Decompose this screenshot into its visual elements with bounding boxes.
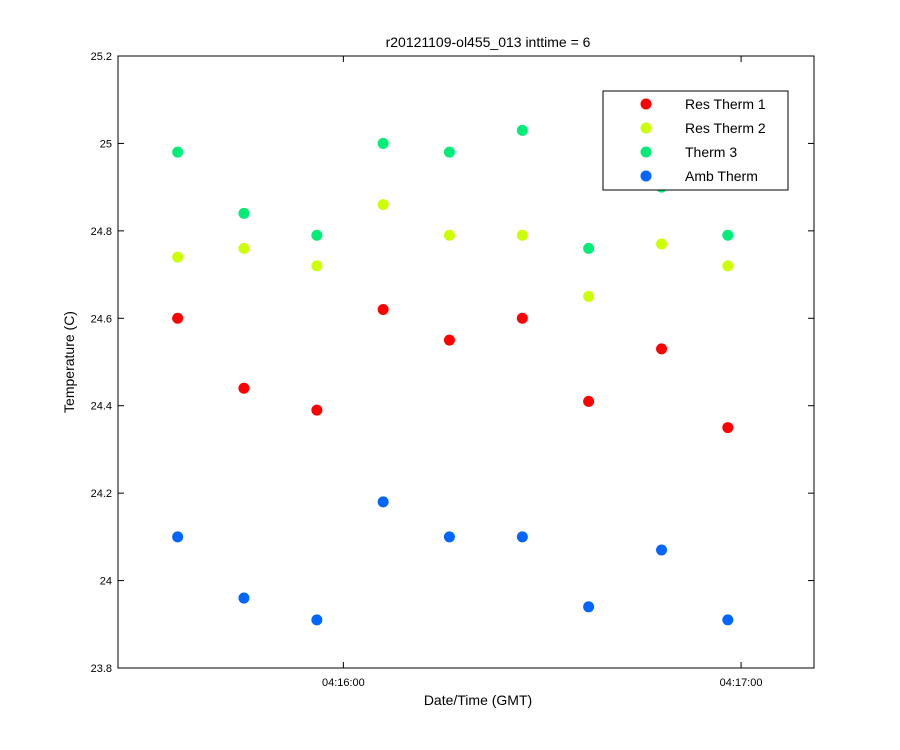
res-therm-1-point xyxy=(656,343,668,355)
axes: 23.8 24 24.2 24.4 24.6 24.8 25 25.2 04:16:00 04:1… xyxy=(91,51,814,689)
res-therm-2-point xyxy=(722,260,734,272)
res-therm-2-point xyxy=(377,199,389,211)
y-tick-label: 24.6 xyxy=(91,313,112,325)
legend-marker-res-therm-2 xyxy=(640,122,652,134)
y-tick-label: 24 xyxy=(100,576,112,588)
amb-therm-point xyxy=(311,614,323,626)
therm-3-point xyxy=(583,242,595,254)
res-therm-1-point xyxy=(443,334,455,346)
legend-marker-therm-3 xyxy=(640,146,652,158)
therm-3-point xyxy=(311,229,323,241)
y-tick-label: 23.8 xyxy=(91,663,112,675)
x-tick-label: 04:16:00 xyxy=(322,677,365,689)
res-therm-2-point xyxy=(583,290,595,302)
chart-title: r20121109-ol455_013 inttime = 6 xyxy=(386,34,591,50)
amb-therm-point xyxy=(238,592,250,604)
amb-therm-point xyxy=(172,531,184,543)
amb-therm-point xyxy=(583,601,595,613)
legend-label-res-therm-1: Res Therm 1 xyxy=(685,96,766,112)
y-tick-label: 25 xyxy=(100,138,112,150)
res-therm-1-point xyxy=(722,422,734,434)
res-therm-1-point xyxy=(172,312,184,324)
amb-therm-point xyxy=(656,544,668,556)
therm-3-point xyxy=(443,146,455,158)
therm-3-point xyxy=(722,229,734,241)
res-therm-1-point xyxy=(238,382,250,394)
res-therm-1-point xyxy=(516,312,528,324)
amb-therm-point xyxy=(377,496,389,508)
res-therm-1-point xyxy=(583,395,595,407)
legend-box xyxy=(602,90,789,191)
res-therm-1-point xyxy=(311,404,323,416)
res-therm-2-point xyxy=(656,238,668,250)
legend-label-res-therm-2: Res Therm 2 xyxy=(685,120,766,136)
legend-label-therm-3: Therm 3 xyxy=(685,144,737,160)
y-tick-label: 24.8 xyxy=(91,226,112,238)
res-therm-1-point xyxy=(377,304,389,316)
amb-therm-point xyxy=(516,531,528,543)
amb-therm-point xyxy=(722,614,734,626)
legend-label-amb-therm: Amb Therm xyxy=(685,168,758,184)
therm-3-point xyxy=(516,124,528,136)
legend: Res Therm 1 Res Therm 2 Therm 3 Amb Therm xyxy=(602,90,789,191)
res-therm-2-point xyxy=(311,260,323,272)
amb-therm-point xyxy=(443,531,455,543)
y-tick-label: 24.4 xyxy=(91,401,112,413)
therm-3-point xyxy=(377,137,389,149)
res-therm-2-point xyxy=(238,242,250,254)
x-axis-label: Date/Time (GMT) xyxy=(424,692,532,708)
res-therm-2-point xyxy=(172,251,184,263)
x-tick-label: 04:17:00 xyxy=(720,677,763,689)
y-axis-label: Temperature (C) xyxy=(61,311,77,413)
legend-marker-amb-therm xyxy=(640,170,652,182)
therm-3-point xyxy=(238,207,250,219)
legend-marker-res-therm-1 xyxy=(640,98,652,110)
y-tick-label: 24.2 xyxy=(91,488,112,500)
res-therm-2-point xyxy=(516,229,528,241)
therm-3-point xyxy=(172,146,184,158)
res-therm-2-point xyxy=(443,229,455,241)
y-tick-label: 25.2 xyxy=(91,51,112,63)
